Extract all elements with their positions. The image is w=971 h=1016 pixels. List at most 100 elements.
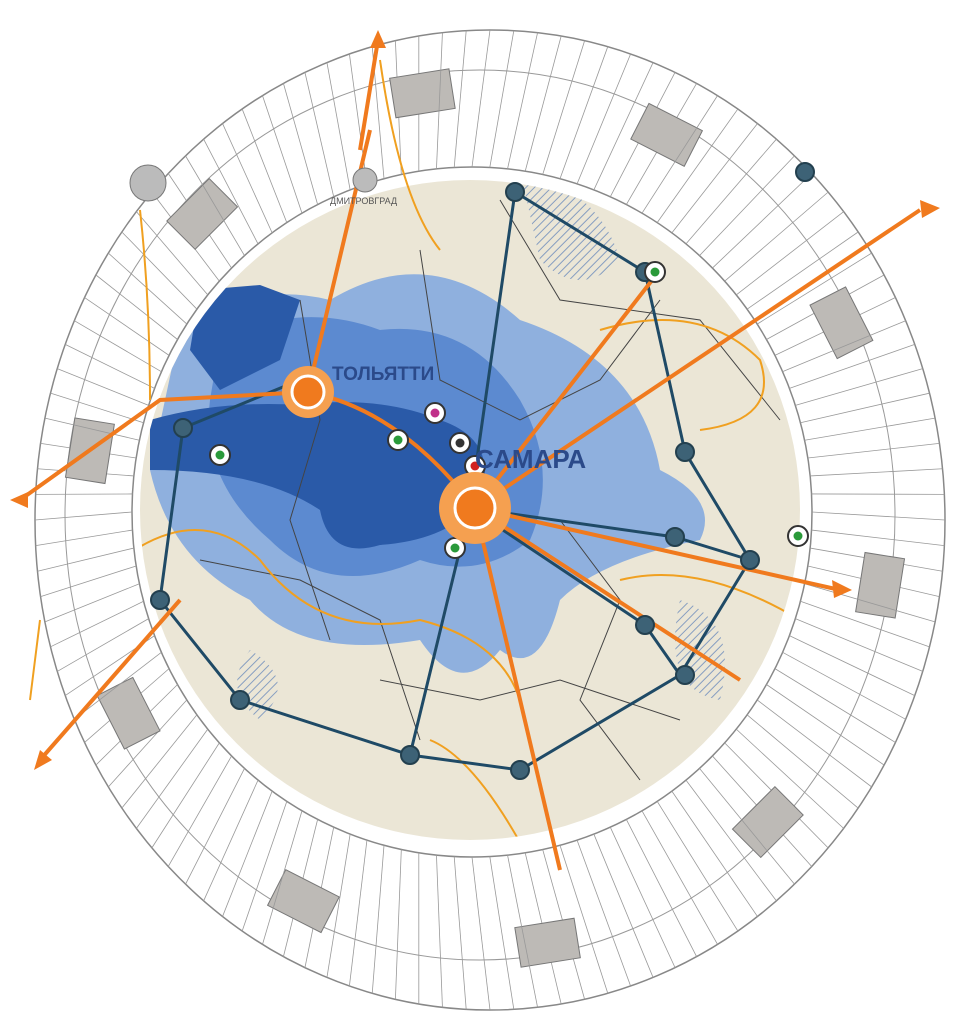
- scaffold-strut: [774, 668, 896, 743]
- scaffold-strut: [37, 547, 134, 572]
- node: [795, 162, 815, 182]
- node: [675, 442, 695, 462]
- poi-dot: [393, 435, 403, 445]
- scaffold-strut: [507, 855, 538, 1008]
- scaffold-strut: [782, 651, 906, 720]
- scaffold-strut: [489, 30, 515, 168]
- scaffold-ring: [34, 29, 946, 1011]
- nodes: [150, 162, 815, 780]
- secondary-roads: [29, 59, 441, 701]
- scaffold-strut: [203, 139, 259, 245]
- scaffold-strut: [471, 856, 491, 1011]
- scaffold-strut: [241, 108, 288, 223]
- scaffold-strut: [185, 768, 245, 885]
- scaffold-strut: [395, 849, 402, 1000]
- poi-dot: [430, 408, 440, 418]
- scaffold-strut: [671, 790, 758, 917]
- scaffold-strut: [371, 845, 385, 994]
- scaffold-strut: [507, 32, 538, 169]
- scaffold-strut: [453, 856, 467, 1010]
- scaffold-panel: [809, 286, 874, 360]
- node: [635, 615, 655, 635]
- scaffold-strut: [108, 699, 188, 788]
- scaffold-strut: [811, 511, 946, 521]
- scaffold-strut: [74, 652, 162, 720]
- scaffold-strut: [576, 53, 631, 185]
- scaffold-strut: [95, 274, 178, 340]
- node: [675, 665, 695, 685]
- scaffold-strut: [656, 108, 739, 223]
- scaffold-panel: [855, 551, 906, 619]
- poi-dot: [215, 450, 225, 460]
- scaffold-strut: [136, 728, 209, 829]
- scaffold-strut: [185, 155, 245, 256]
- scaffold-strut: [746, 714, 859, 809]
- scaffold-strut: [203, 779, 259, 901]
- scaffold-strut: [795, 368, 923, 406]
- scaffold-strut: [641, 95, 718, 214]
- scaffold-strut: [326, 62, 351, 190]
- scaffold-strut: [40, 565, 137, 598]
- scaffold-strut: [84, 297, 170, 356]
- scaffold-strut: [50, 600, 144, 648]
- scaffold-strut: [57, 368, 149, 406]
- scaffold-strut: [436, 855, 443, 1008]
- node: [230, 690, 250, 710]
- scaffold-strut: [699, 768, 795, 885]
- scaffold-strut: [807, 442, 940, 459]
- arrows: [10, 30, 940, 770]
- scaffold-strut: [57, 618, 149, 672]
- scaffold-strut: [685, 779, 777, 902]
- scaffold-panel: [389, 68, 456, 119]
- poi-dot: [450, 543, 460, 553]
- poi-dot: [455, 438, 465, 448]
- scaffold-strut: [44, 583, 140, 623]
- scaffold-strut: [304, 72, 335, 197]
- scaffold-strut: [576, 839, 631, 987]
- scaffold-strut: [735, 728, 844, 829]
- scaffold-strut: [756, 699, 872, 788]
- scaffold-strut: [789, 344, 915, 389]
- scaffold-strut: [766, 684, 885, 766]
- node: [173, 418, 193, 438]
- node: [665, 527, 685, 547]
- scaffold-strut: [746, 231, 859, 310]
- scaffold-strut: [222, 790, 273, 917]
- place-label: ТОЛЬЯТТИ: [332, 364, 434, 385]
- scaffold-strut: [471, 29, 491, 168]
- scaffold-panel: [166, 177, 239, 251]
- scaffold-strut: [121, 231, 198, 310]
- scaffold-strut: [800, 600, 930, 648]
- scaffold-strut: [756, 252, 872, 325]
- scaffold-strut: [626, 819, 697, 957]
- node: [150, 590, 170, 610]
- scaffold-panel: [731, 785, 804, 859]
- poi-dot: [793, 531, 803, 541]
- scaffold-strut: [641, 810, 718, 945]
- scaffold-strut: [151, 742, 220, 849]
- scaffold-panel: [630, 102, 704, 167]
- scaffold-strut: [44, 417, 140, 441]
- scaffold-strut: [712, 173, 813, 269]
- scaffold-strut: [349, 840, 368, 987]
- scaffold-strut: [795, 618, 923, 672]
- scaffold-strut: [136, 211, 209, 296]
- scaffold-strut: [685, 138, 777, 245]
- scaffold-strut: [724, 191, 829, 282]
- scaffold-strut: [436, 32, 443, 169]
- scaffold-strut: [656, 801, 739, 932]
- scaffold-strut: [559, 845, 609, 994]
- scaffold-panel: [96, 676, 161, 750]
- place-label: САМАРА: [475, 444, 586, 474]
- scaffold-strut: [609, 827, 676, 968]
- scaffold-strut: [222, 123, 273, 234]
- node: [400, 745, 420, 765]
- scaffold-strut: [262, 810, 303, 945]
- scaffold-strut: [283, 83, 319, 205]
- scaffold-strut: [35, 529, 133, 547]
- scaffold-strut: [50, 392, 144, 424]
- scaffold-strut: [699, 155, 795, 256]
- scaffold-strut: [559, 46, 609, 179]
- scaffold-strut: [262, 95, 303, 214]
